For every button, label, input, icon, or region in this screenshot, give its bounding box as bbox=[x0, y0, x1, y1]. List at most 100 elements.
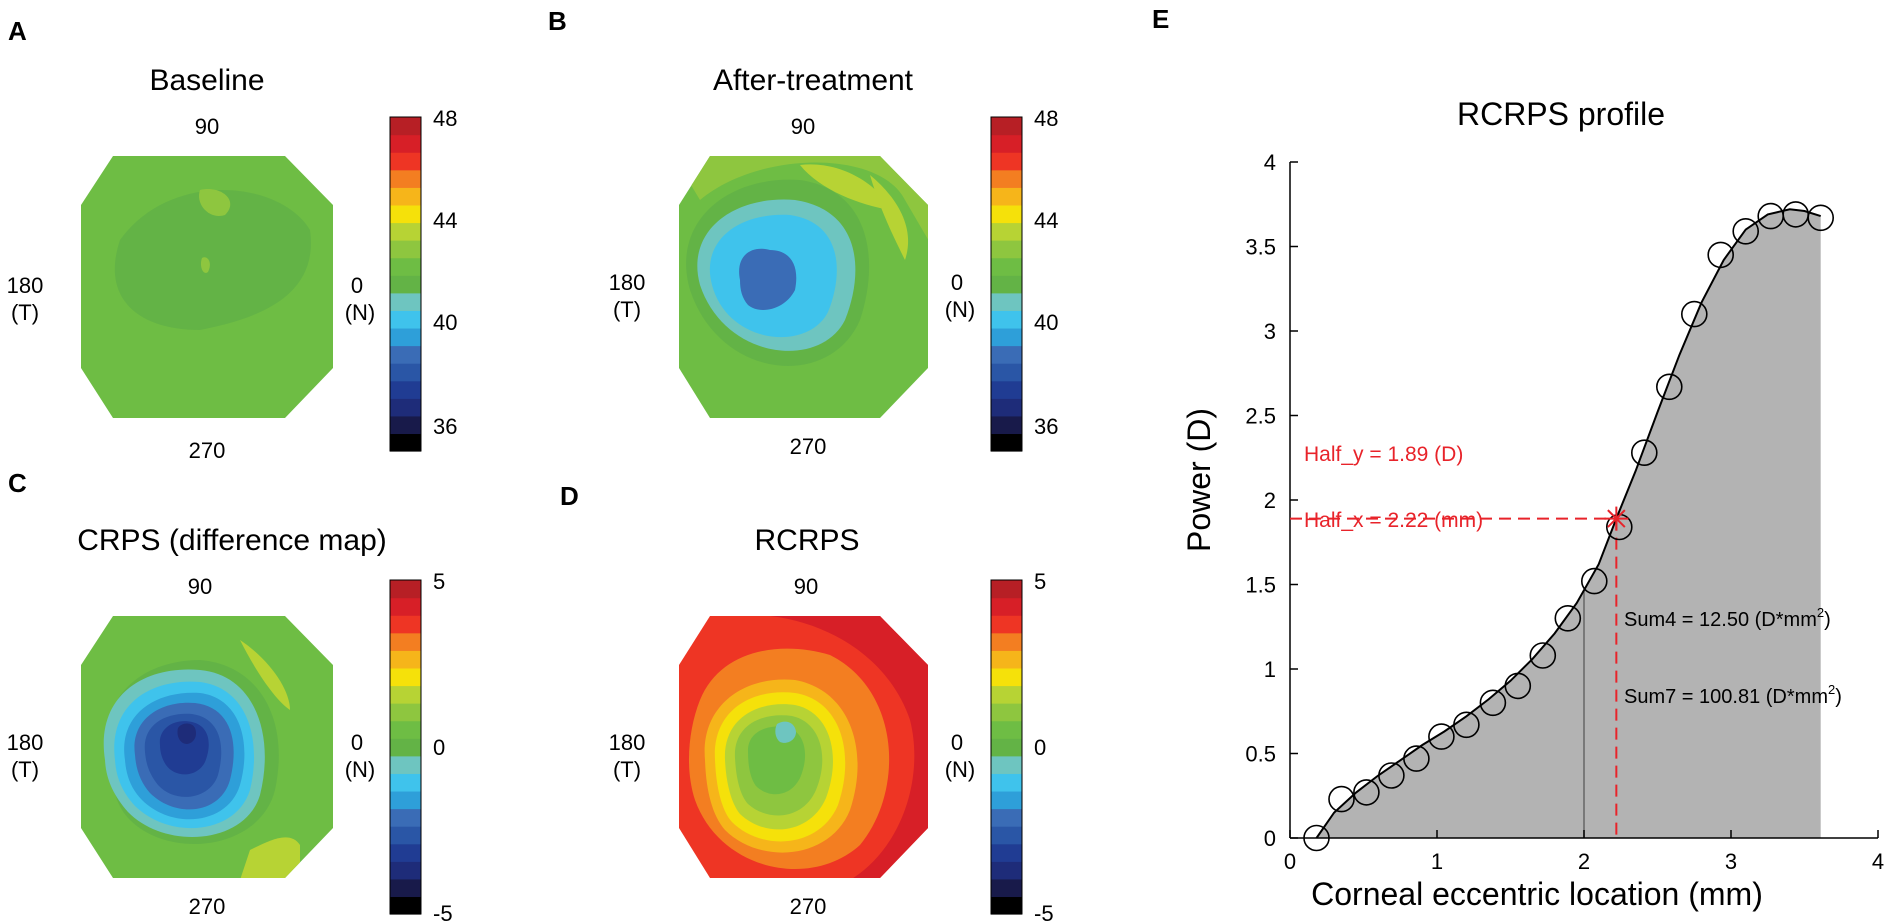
colorbar-tick-36-b: 36 bbox=[1034, 414, 1058, 439]
colorbar-segment bbox=[991, 363, 1022, 382]
colorbar-segment bbox=[390, 380, 421, 399]
colorbar-segment bbox=[991, 826, 1022, 845]
axis-label-bottom-c: 270 bbox=[189, 894, 226, 919]
colorbar-segment bbox=[991, 878, 1022, 898]
panel-letter-b: B bbox=[548, 6, 567, 36]
colorbar-segment bbox=[991, 169, 1022, 188]
axis-label-left-b: 180 bbox=[609, 270, 646, 295]
colorbar-tick-44-b: 44 bbox=[1034, 208, 1058, 233]
colorbar-tick-minus5-c: -5 bbox=[433, 901, 453, 924]
colorbar-segment bbox=[991, 310, 1022, 329]
colorbar-segment bbox=[390, 790, 421, 810]
colorbar-segment bbox=[991, 896, 1022, 915]
topography-map-d bbox=[679, 616, 928, 878]
colorbar-segment bbox=[390, 755, 421, 774]
data-point bbox=[1453, 711, 1480, 739]
axis-label-left-sub-c: (T) bbox=[11, 757, 39, 782]
axis-label-top-b: 90 bbox=[791, 114, 815, 139]
colorbar-segment bbox=[390, 292, 421, 311]
colorbar-border bbox=[990, 579, 1023, 915]
topography-map-b bbox=[679, 156, 928, 418]
colorbar-segment bbox=[390, 808, 421, 827]
colorbar-segment bbox=[390, 187, 421, 206]
panel-letter-e: E bbox=[1152, 4, 1169, 34]
colorbar-segment bbox=[390, 720, 421, 739]
y-tick-label: 3.5 bbox=[1245, 235, 1276, 260]
colorbar-segment bbox=[991, 720, 1022, 739]
colorbar-segment bbox=[991, 152, 1022, 171]
colorbar-segment bbox=[390, 667, 421, 687]
colorbar-segment bbox=[390, 275, 421, 294]
colorbar-border bbox=[990, 116, 1023, 452]
y-tick-label: 2.5 bbox=[1245, 404, 1276, 429]
chart-title: RCRPS profile bbox=[1457, 96, 1665, 132]
fit-curve bbox=[1315, 208, 1822, 839]
panel-title-c: CRPS (difference map) bbox=[77, 524, 387, 557]
colorbar-segment bbox=[991, 703, 1022, 722]
y-tick-label: 4 bbox=[1264, 150, 1276, 175]
colorbar-segment bbox=[991, 773, 1022, 792]
axis-label-right-b: 0 bbox=[951, 270, 963, 295]
colorbar-segment bbox=[991, 275, 1022, 294]
y-tick-label: 1.5 bbox=[1245, 573, 1276, 598]
half-point-marker bbox=[1604, 506, 1629, 531]
topography-map-c bbox=[81, 616, 333, 878]
panel-a: A Baseline 90 270 180 (T) 0 (N) 48 44 40… bbox=[7, 16, 458, 463]
colorbar-segment bbox=[991, 615, 1022, 634]
colorbar-segment bbox=[390, 310, 421, 329]
profile-chart: 0 1 2 3 4 0 0.5 1 1.5 2 2.5 3 3.5 4 bbox=[1245, 150, 1884, 874]
axis-label-left-d: 180 bbox=[609, 730, 646, 755]
colorbar-segment bbox=[390, 632, 421, 651]
colorbar-segment bbox=[390, 738, 421, 757]
colorbar-segment bbox=[991, 292, 1022, 311]
panel-title-b: After-treatment bbox=[713, 64, 914, 97]
data-point bbox=[1554, 604, 1582, 632]
x-tick-label: 2 bbox=[1578, 849, 1590, 874]
data-point bbox=[1353, 779, 1380, 806]
colorbar-tick-40-b: 40 bbox=[1034, 310, 1058, 335]
colorbar-tick-48-a: 48 bbox=[433, 106, 457, 131]
axis-label-right-c: 0 bbox=[351, 730, 363, 755]
panel-b: B After-treatment 90 270 180 (T) 0 (N) 4… bbox=[548, 6, 1058, 459]
colorbar-segment bbox=[390, 703, 421, 722]
panel-c: C CRPS (difference map) 90 270 180 (T) 0… bbox=[7, 468, 453, 924]
colorbar-b bbox=[990, 116, 1023, 452]
colorbar-segment bbox=[390, 843, 421, 862]
colorbar-segment bbox=[991, 738, 1022, 757]
data-point bbox=[1631, 439, 1658, 467]
colorbar-segment bbox=[390, 398, 421, 417]
colorbar-segment bbox=[991, 580, 1022, 599]
colorbar-segment bbox=[390, 363, 421, 382]
colorbar-tick-36-a: 36 bbox=[433, 414, 457, 439]
axis-label-bottom-a: 270 bbox=[189, 438, 226, 463]
colorbar-tick-5-d: 5 bbox=[1034, 569, 1046, 594]
colorbar-c bbox=[389, 579, 422, 915]
x-tick-label: 4 bbox=[1872, 849, 1884, 874]
y-tick-label: 0 bbox=[1264, 826, 1276, 851]
colorbar-segment bbox=[991, 755, 1022, 774]
colorbar-segment bbox=[390, 257, 421, 276]
colorbar-segment bbox=[991, 685, 1022, 704]
half-x-annotation: Half_x = 2.22 (mm) bbox=[1304, 509, 1483, 532]
x-tick-label: 1 bbox=[1431, 849, 1443, 874]
colorbar-segment bbox=[390, 896, 421, 915]
data-point bbox=[1732, 218, 1759, 245]
data-point bbox=[1656, 373, 1683, 401]
axis-label-left-c: 180 bbox=[7, 730, 44, 755]
colorbar-segment bbox=[991, 632, 1022, 651]
topography-map-a bbox=[81, 156, 333, 418]
colorbar-segment bbox=[991, 134, 1022, 153]
colorbar-segment bbox=[390, 222, 421, 241]
colorbar-a bbox=[389, 116, 422, 452]
panel-letter-a: A bbox=[8, 16, 27, 46]
data-point bbox=[1479, 689, 1507, 717]
y-axis-label: Power (D) bbox=[1181, 408, 1217, 552]
sum4-annotation: Sum4 = 12.50 (D*mm2) bbox=[1624, 605, 1831, 631]
y-tick-label: 1 bbox=[1264, 657, 1276, 682]
colorbar-segment bbox=[390, 433, 421, 452]
axis-label-bottom-d: 270 bbox=[790, 894, 827, 919]
colorbar-segment bbox=[991, 204, 1022, 224]
axis-label-right-a: 0 bbox=[351, 273, 363, 298]
colorbar-segment bbox=[991, 650, 1022, 669]
